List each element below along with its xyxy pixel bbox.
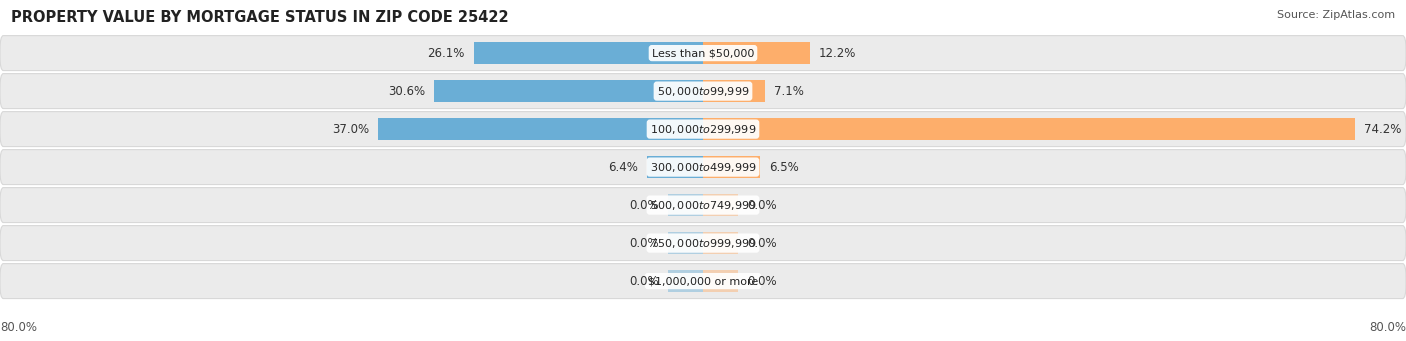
Text: Source: ZipAtlas.com: Source: ZipAtlas.com	[1277, 10, 1395, 20]
Text: 26.1%: 26.1%	[427, 47, 465, 60]
FancyBboxPatch shape	[0, 226, 1406, 261]
Bar	[703, 232, 738, 254]
Bar	[703, 42, 810, 64]
FancyBboxPatch shape	[0, 74, 1406, 108]
Text: 6.4%: 6.4%	[609, 161, 638, 174]
Text: PROPERTY VALUE BY MORTGAGE STATUS IN ZIP CODE 25422: PROPERTY VALUE BY MORTGAGE STATUS IN ZIP…	[11, 10, 509, 25]
Bar	[378, 118, 703, 140]
Text: $1,000,000 or more: $1,000,000 or more	[648, 276, 758, 286]
Text: 0.0%: 0.0%	[747, 198, 776, 211]
Bar	[434, 80, 703, 103]
Text: 80.0%: 80.0%	[0, 321, 37, 334]
Text: $100,000 to $299,999: $100,000 to $299,999	[650, 123, 756, 136]
Text: 7.1%: 7.1%	[775, 85, 804, 98]
Bar	[703, 80, 765, 103]
Text: 12.2%: 12.2%	[818, 47, 856, 60]
Bar	[474, 42, 703, 64]
Text: 0.0%: 0.0%	[630, 275, 659, 287]
Text: $50,000 to $99,999: $50,000 to $99,999	[657, 85, 749, 98]
Text: Less than $50,000: Less than $50,000	[652, 48, 754, 58]
Bar	[703, 118, 1355, 140]
Text: 0.0%: 0.0%	[747, 237, 776, 250]
Text: $750,000 to $999,999: $750,000 to $999,999	[650, 237, 756, 250]
FancyBboxPatch shape	[0, 264, 1406, 299]
Bar	[703, 156, 761, 178]
FancyBboxPatch shape	[0, 35, 1406, 71]
Text: $500,000 to $749,999: $500,000 to $749,999	[650, 198, 756, 211]
Bar	[703, 194, 738, 217]
Bar	[668, 194, 703, 217]
Bar	[668, 270, 703, 293]
Bar	[668, 232, 703, 254]
Text: 0.0%: 0.0%	[630, 198, 659, 211]
Text: 0.0%: 0.0%	[747, 275, 776, 287]
Text: 30.6%: 30.6%	[388, 85, 425, 98]
FancyBboxPatch shape	[0, 112, 1406, 147]
Text: 80.0%: 80.0%	[1369, 321, 1406, 334]
FancyBboxPatch shape	[0, 188, 1406, 223]
Text: 0.0%: 0.0%	[630, 237, 659, 250]
Text: $300,000 to $499,999: $300,000 to $499,999	[650, 161, 756, 174]
FancyBboxPatch shape	[0, 150, 1406, 184]
Bar	[703, 270, 738, 293]
Text: 74.2%: 74.2%	[1364, 123, 1402, 136]
Text: 6.5%: 6.5%	[769, 161, 799, 174]
Text: 37.0%: 37.0%	[332, 123, 368, 136]
Bar	[647, 156, 703, 178]
